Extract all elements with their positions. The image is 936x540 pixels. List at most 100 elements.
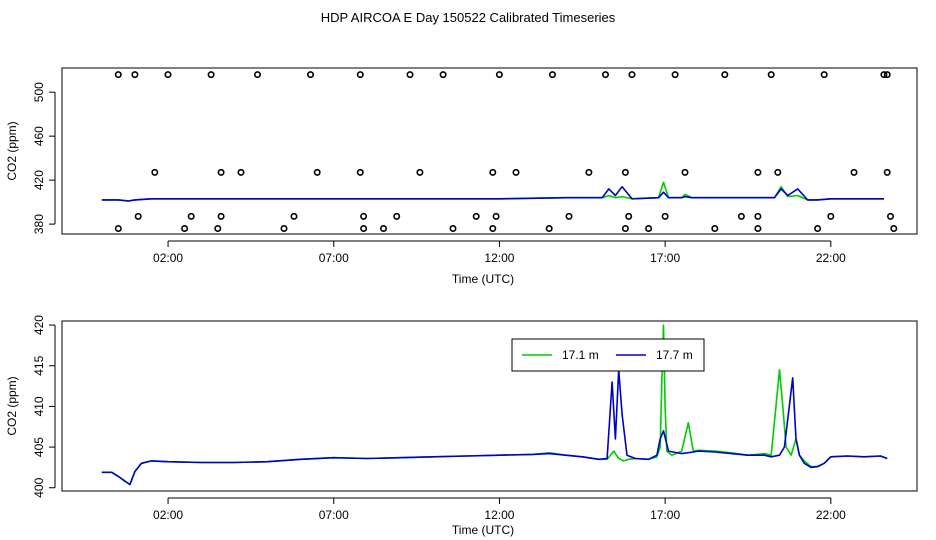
legend-label-17-1-m: 17.1 m xyxy=(562,348,599,362)
data-point xyxy=(356,168,364,176)
data-point xyxy=(207,71,215,79)
top-scatter-points xyxy=(114,71,898,233)
data-point xyxy=(495,71,503,79)
bottom-y-axis-title: CO2 (ppm) xyxy=(5,376,19,435)
data-point xyxy=(681,168,689,176)
data-point xyxy=(134,212,142,220)
top-x-tick-label: 07:00 xyxy=(319,251,349,265)
data-point xyxy=(449,225,457,233)
top-x-tick-label: 02:00 xyxy=(153,251,183,265)
bottom-y-tick-label: 420 xyxy=(32,315,46,335)
data-point xyxy=(565,212,573,220)
top-y-tick-label: 500 xyxy=(32,82,46,102)
data-point xyxy=(645,225,653,233)
data-point xyxy=(814,225,822,233)
bottom-series-lines xyxy=(101,324,888,486)
bottom-x-axis: 02:00 07:00 12:00 17:00 22:00 xyxy=(153,497,846,522)
data-point xyxy=(164,71,172,79)
top-y-tick-label: 420 xyxy=(32,170,46,190)
data-point xyxy=(489,225,497,233)
bottom-y-tick-label: 415 xyxy=(32,355,46,375)
data-point xyxy=(360,212,368,220)
bottom-y-tick-label: 405 xyxy=(32,437,46,457)
bottom-series-line-1 xyxy=(101,368,888,486)
legend-label-17-7-m: 17.7 m xyxy=(656,348,693,362)
data-point xyxy=(767,71,775,79)
data-point xyxy=(545,225,553,233)
data-point xyxy=(827,212,835,220)
bottom-x-tick-label: 17:00 xyxy=(650,508,680,522)
top-y-tick-label: 460 xyxy=(32,126,46,146)
data-point xyxy=(187,212,195,220)
bottom-panel: 400 405 410 415 420 02:00 07:00 12:00 17:00 22:0… xyxy=(5,315,918,537)
top-panel: 380 420 460 500 02:00 07:00 12:00 17:00 22:00 T… xyxy=(5,67,918,286)
data-point xyxy=(406,71,414,79)
bottom-y-axis: 400 405 410 415 420 xyxy=(32,315,56,498)
bottom-y-tick-label: 410 xyxy=(32,396,46,416)
data-point xyxy=(621,225,629,233)
top-x-axis: 02:00 07:00 12:00 17:00 22:00 xyxy=(153,240,846,265)
data-point xyxy=(131,71,139,79)
data-point xyxy=(625,212,633,220)
data-point xyxy=(379,225,387,233)
data-point xyxy=(114,71,122,79)
bottom-y-tick-label: 400 xyxy=(32,477,46,497)
data-point xyxy=(711,225,719,233)
bottom-x-tick-label: 07:00 xyxy=(319,508,349,522)
data-point xyxy=(754,212,762,220)
top-y-axis-title: CO2 (ppm) xyxy=(5,121,19,180)
data-point xyxy=(492,212,500,220)
data-point xyxy=(356,71,364,79)
data-point xyxy=(151,168,159,176)
data-point xyxy=(237,168,245,176)
data-point xyxy=(181,225,189,233)
data-point xyxy=(217,168,225,176)
data-point xyxy=(883,168,891,176)
data-point xyxy=(548,71,556,79)
top-series-lines xyxy=(101,181,884,202)
data-point xyxy=(890,225,898,233)
data-point xyxy=(774,168,782,176)
data-point xyxy=(850,168,858,176)
data-point xyxy=(489,168,497,176)
data-point xyxy=(254,71,262,79)
top-y-tick-label: 380 xyxy=(32,214,46,234)
data-point xyxy=(214,225,222,233)
data-point xyxy=(393,212,401,220)
data-point xyxy=(621,168,629,176)
top-plot-frame xyxy=(61,67,918,235)
legend: 17.1 m 17.7 m xyxy=(511,338,705,372)
top-x-tick-label: 17:00 xyxy=(650,251,680,265)
data-point xyxy=(671,71,679,79)
data-point xyxy=(416,168,424,176)
bottom-x-tick-label: 22:00 xyxy=(816,508,846,522)
bottom-plot-frame xyxy=(61,320,918,492)
data-point xyxy=(737,212,745,220)
data-point xyxy=(721,71,729,79)
data-point xyxy=(880,71,888,79)
data-point xyxy=(820,71,828,79)
top-x-axis-title: Time (UTC) xyxy=(452,272,514,286)
data-point xyxy=(661,212,669,220)
data-point xyxy=(512,168,520,176)
data-point xyxy=(114,225,122,233)
data-point xyxy=(472,212,480,220)
bottom-series-line-0 xyxy=(101,324,888,486)
data-point xyxy=(628,71,636,79)
bottom-x-tick-label: 12:00 xyxy=(484,508,514,522)
top-x-tick-label: 22:00 xyxy=(816,251,846,265)
figure-title: HDP AIRCOA E Day 150522 Calibrated Times… xyxy=(321,10,616,25)
data-point xyxy=(290,212,298,220)
data-point xyxy=(601,71,609,79)
top-series-line-1 xyxy=(101,185,884,202)
top-y-axis: 380 420 460 500 xyxy=(32,82,56,234)
data-point xyxy=(313,168,321,176)
data-point xyxy=(280,225,288,233)
data-point xyxy=(217,212,225,220)
data-point xyxy=(886,212,894,220)
data-point xyxy=(306,71,314,79)
bottom-x-axis-title: Time (UTC) xyxy=(452,523,514,537)
bottom-x-tick-label: 02:00 xyxy=(153,508,183,522)
data-point xyxy=(754,168,762,176)
